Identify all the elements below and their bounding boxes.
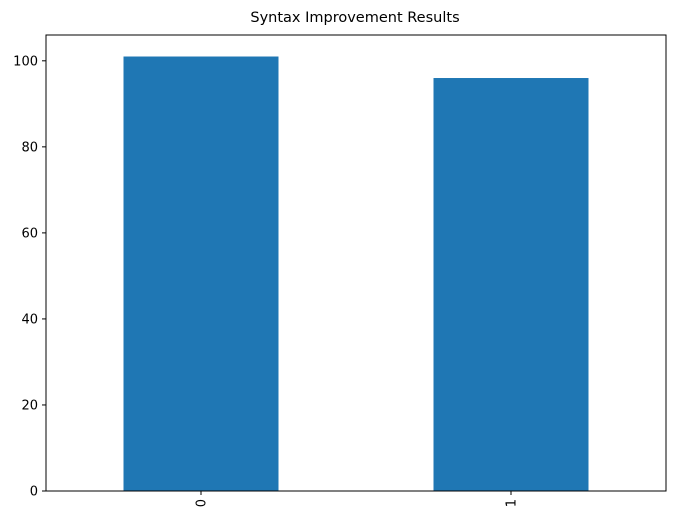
- bars: [123, 56, 589, 492]
- y-tick-label: 20: [21, 398, 38, 413]
- plot-frame: [45, 34, 667, 492]
- chart-title: Syntax Improvement Results: [250, 10, 459, 26]
- y-tick-label: 0: [30, 485, 38, 500]
- y-tick-label: 40: [21, 312, 38, 327]
- y-axis: 0 20 40 60 80 100: [13, 54, 46, 500]
- x-tick-label: 1: [505, 499, 520, 507]
- y-tick-label: 80: [21, 140, 38, 155]
- x-tick-label: 0: [195, 499, 210, 507]
- y-tick-label: 100: [13, 54, 38, 69]
- y-tick-label: 60: [21, 226, 38, 241]
- bar-1: [433, 78, 589, 492]
- bar-0: [123, 56, 279, 492]
